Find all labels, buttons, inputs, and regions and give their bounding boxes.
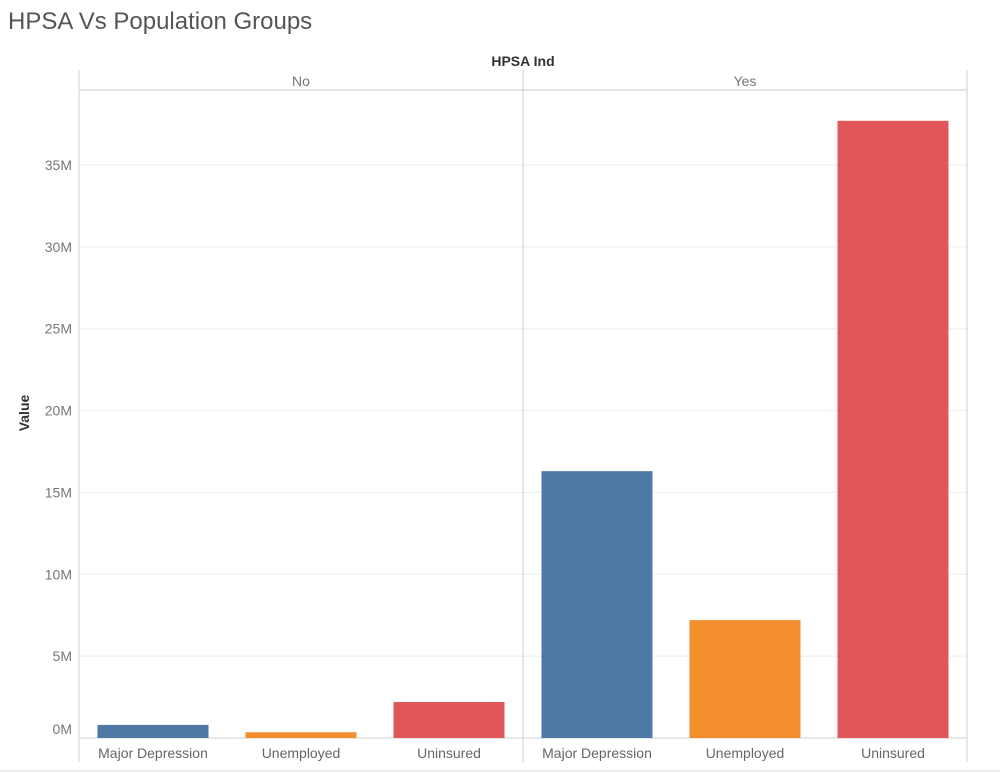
bar xyxy=(837,120,949,739)
y-axis-label: Value xyxy=(16,395,32,432)
y-tick-label: 15M xyxy=(45,484,72,500)
x-category-label: Unemployed xyxy=(262,745,341,761)
column-header: HPSA Ind xyxy=(491,53,554,69)
bar xyxy=(97,724,209,738)
y-tick-label: 20M xyxy=(45,403,72,419)
x-category-label: Major Depression xyxy=(542,745,652,761)
y-tick-label: 25M xyxy=(45,321,72,337)
x-category-label: Unemployed xyxy=(706,745,785,761)
text-layer: 0M 5M 10M 15M 20M 25M 30M 35M Value HPSA Ind No Maj… xyxy=(16,53,925,761)
bar xyxy=(393,701,505,738)
bar xyxy=(245,732,357,738)
bar xyxy=(689,620,801,738)
chart-title: HPSA Vs Population Groups xyxy=(8,8,313,35)
y-tick-label: 10M xyxy=(45,566,72,582)
panel-label: Yes xyxy=(734,73,757,89)
x-category-label: Uninsured xyxy=(417,745,481,761)
y-tick-label: 5M xyxy=(53,648,72,664)
x-category-label: Major Depression xyxy=(98,745,208,761)
y-tick-label: 30M xyxy=(45,239,72,255)
panel-label: No xyxy=(292,73,310,89)
frame-layer xyxy=(0,70,1000,772)
x-category-label: Uninsured xyxy=(861,745,925,761)
y-tick-label: 0M xyxy=(53,721,72,737)
y-tick-label: 35M xyxy=(45,157,72,173)
bar xyxy=(541,471,653,738)
bars-layer xyxy=(97,120,949,739)
